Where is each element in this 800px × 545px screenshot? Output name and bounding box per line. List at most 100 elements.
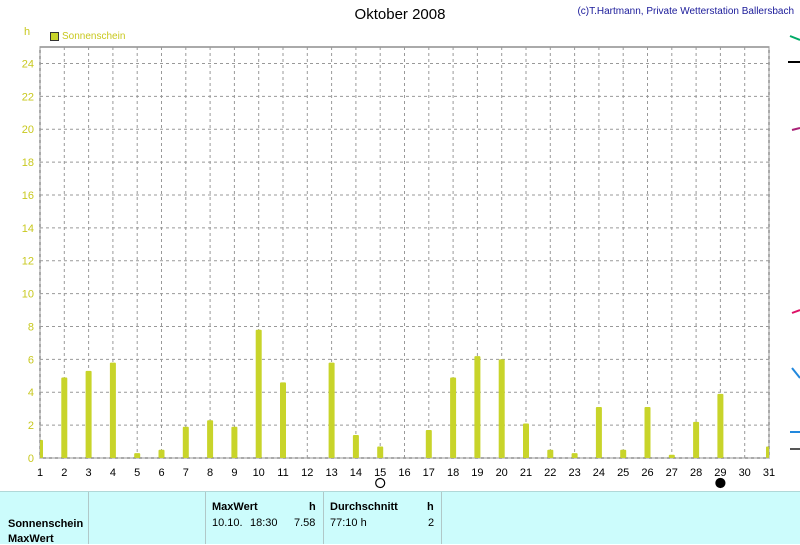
y-tick-label: 24 — [22, 58, 34, 70]
full-moon-icon — [375, 477, 386, 489]
bar — [352, 434, 359, 458]
y-tick-label: 0 — [28, 453, 34, 465]
maxwert-header: MaxWert — [212, 501, 258, 513]
x-tick-label: 22 — [544, 467, 556, 479]
bar — [766, 446, 769, 458]
bar — [498, 359, 505, 458]
bar — [61, 377, 68, 458]
maxwert-date: 10.10. — [212, 517, 243, 529]
bar — [280, 382, 286, 458]
y-tick-label: 4 — [28, 387, 34, 399]
bar — [231, 426, 238, 458]
y-tick-label: 12 — [22, 256, 34, 268]
legend-label: Sonnenschein — [62, 31, 126, 42]
x-tick-label: 19 — [471, 467, 483, 479]
legend: Sonnenschein — [50, 31, 125, 42]
y-tick-label: 2 — [28, 420, 34, 432]
x-tick-label: 17 — [423, 467, 435, 479]
row-label-sonnenschein: Sonnenschein — [8, 518, 84, 530]
edge-mark — [789, 35, 800, 41]
x-tick-label: 11 — [277, 467, 288, 479]
x-tick-label: 15 — [374, 467, 386, 479]
edge-mark — [791, 367, 800, 379]
x-tick-label: 9 — [231, 467, 237, 479]
x-tick-label: 1 — [37, 467, 43, 479]
bar — [693, 421, 700, 458]
y-tick-label: 6 — [28, 354, 34, 366]
y-tick-label: 10 — [22, 289, 34, 301]
bar — [644, 407, 651, 458]
bar — [717, 393, 724, 458]
moon-markers — [375, 477, 726, 489]
bar — [85, 370, 92, 458]
x-tick-label: 4 — [110, 467, 116, 479]
bar — [523, 423, 529, 458]
x-tick-label: 30 — [739, 467, 751, 479]
x-tick-label: 26 — [641, 467, 653, 479]
y-tick-label: 14 — [22, 223, 34, 235]
x-tick-label: 23 — [568, 467, 580, 479]
maxwert-time: 18:30 — [250, 517, 278, 529]
y-tick-label: 22 — [22, 91, 34, 103]
bar — [595, 407, 602, 458]
row-label-maxwert: MaxWert — [8, 533, 54, 545]
right-edge-marks — [788, 35, 800, 450]
edge-mark — [791, 127, 800, 131]
x-tick-label: 5 — [134, 467, 140, 479]
x-tick-label: 8 — [207, 467, 213, 479]
y-tick-label: 16 — [22, 190, 34, 202]
x-tick-label: 13 — [325, 467, 337, 479]
bar — [620, 449, 627, 458]
x-tick-label: 20 — [496, 467, 508, 479]
x-tick-label: 24 — [593, 467, 605, 479]
x-tick-label: 25 — [617, 467, 629, 479]
new-moon-icon — [715, 477, 726, 489]
x-tick-label: 3 — [86, 467, 92, 479]
avg-count: 2 — [428, 517, 435, 529]
x-tick-label: 2 — [61, 467, 67, 479]
bar — [377, 446, 384, 458]
bar — [109, 362, 116, 458]
x-tick-label: 7 — [183, 467, 189, 479]
bar — [182, 426, 189, 458]
avg-unit: h — [427, 501, 434, 513]
bar — [571, 453, 578, 458]
legend-swatch — [50, 32, 59, 41]
x-tick-label: 14 — [350, 467, 362, 479]
y-tick-label: 18 — [22, 157, 34, 169]
chart-title: Oktober 2008 — [354, 6, 446, 23]
y-tick-label: 8 — [28, 321, 34, 333]
bar-series — [40, 329, 769, 458]
summary-table: Sonnenschein MaxWert MaxWert h 10.10. 18… — [0, 491, 800, 545]
table-separator — [88, 492, 89, 544]
bar — [255, 329, 262, 458]
bar — [328, 362, 335, 458]
edge-mark — [791, 309, 800, 314]
maxwert-unit: h — [309, 501, 316, 513]
bar — [425, 430, 432, 458]
x-tick-label: 28 — [690, 467, 702, 479]
maxwert-value: 7.58 — [294, 517, 316, 529]
x-tick-label: 27 — [666, 467, 678, 479]
y-tick-label: 20 — [22, 124, 34, 136]
y-axis-unit: h — [24, 26, 31, 38]
table-separator — [441, 492, 442, 544]
x-tick-label: 10 — [253, 467, 265, 479]
x-tick-label: 12 — [301, 467, 313, 479]
x-axis-ticks: 1 2 3 4 5 6 7 8 9 10 11 12 13 14 15 16 17 18 19 20 21 22 23 24 2… — [37, 467, 775, 479]
bar — [547, 449, 554, 458]
bar — [474, 356, 481, 458]
bar — [668, 454, 675, 458]
x-tick-label: 31 — [763, 467, 775, 479]
bar — [40, 439, 43, 458]
x-tick-label: 6 — [158, 467, 164, 479]
avg-value: 77:10 h — [330, 517, 367, 529]
table-separator — [205, 492, 206, 544]
bar — [207, 420, 214, 458]
table-separator — [323, 492, 324, 544]
x-tick-label: 29 — [714, 467, 726, 479]
x-tick-label: 21 — [520, 467, 532, 479]
bar — [158, 449, 165, 458]
